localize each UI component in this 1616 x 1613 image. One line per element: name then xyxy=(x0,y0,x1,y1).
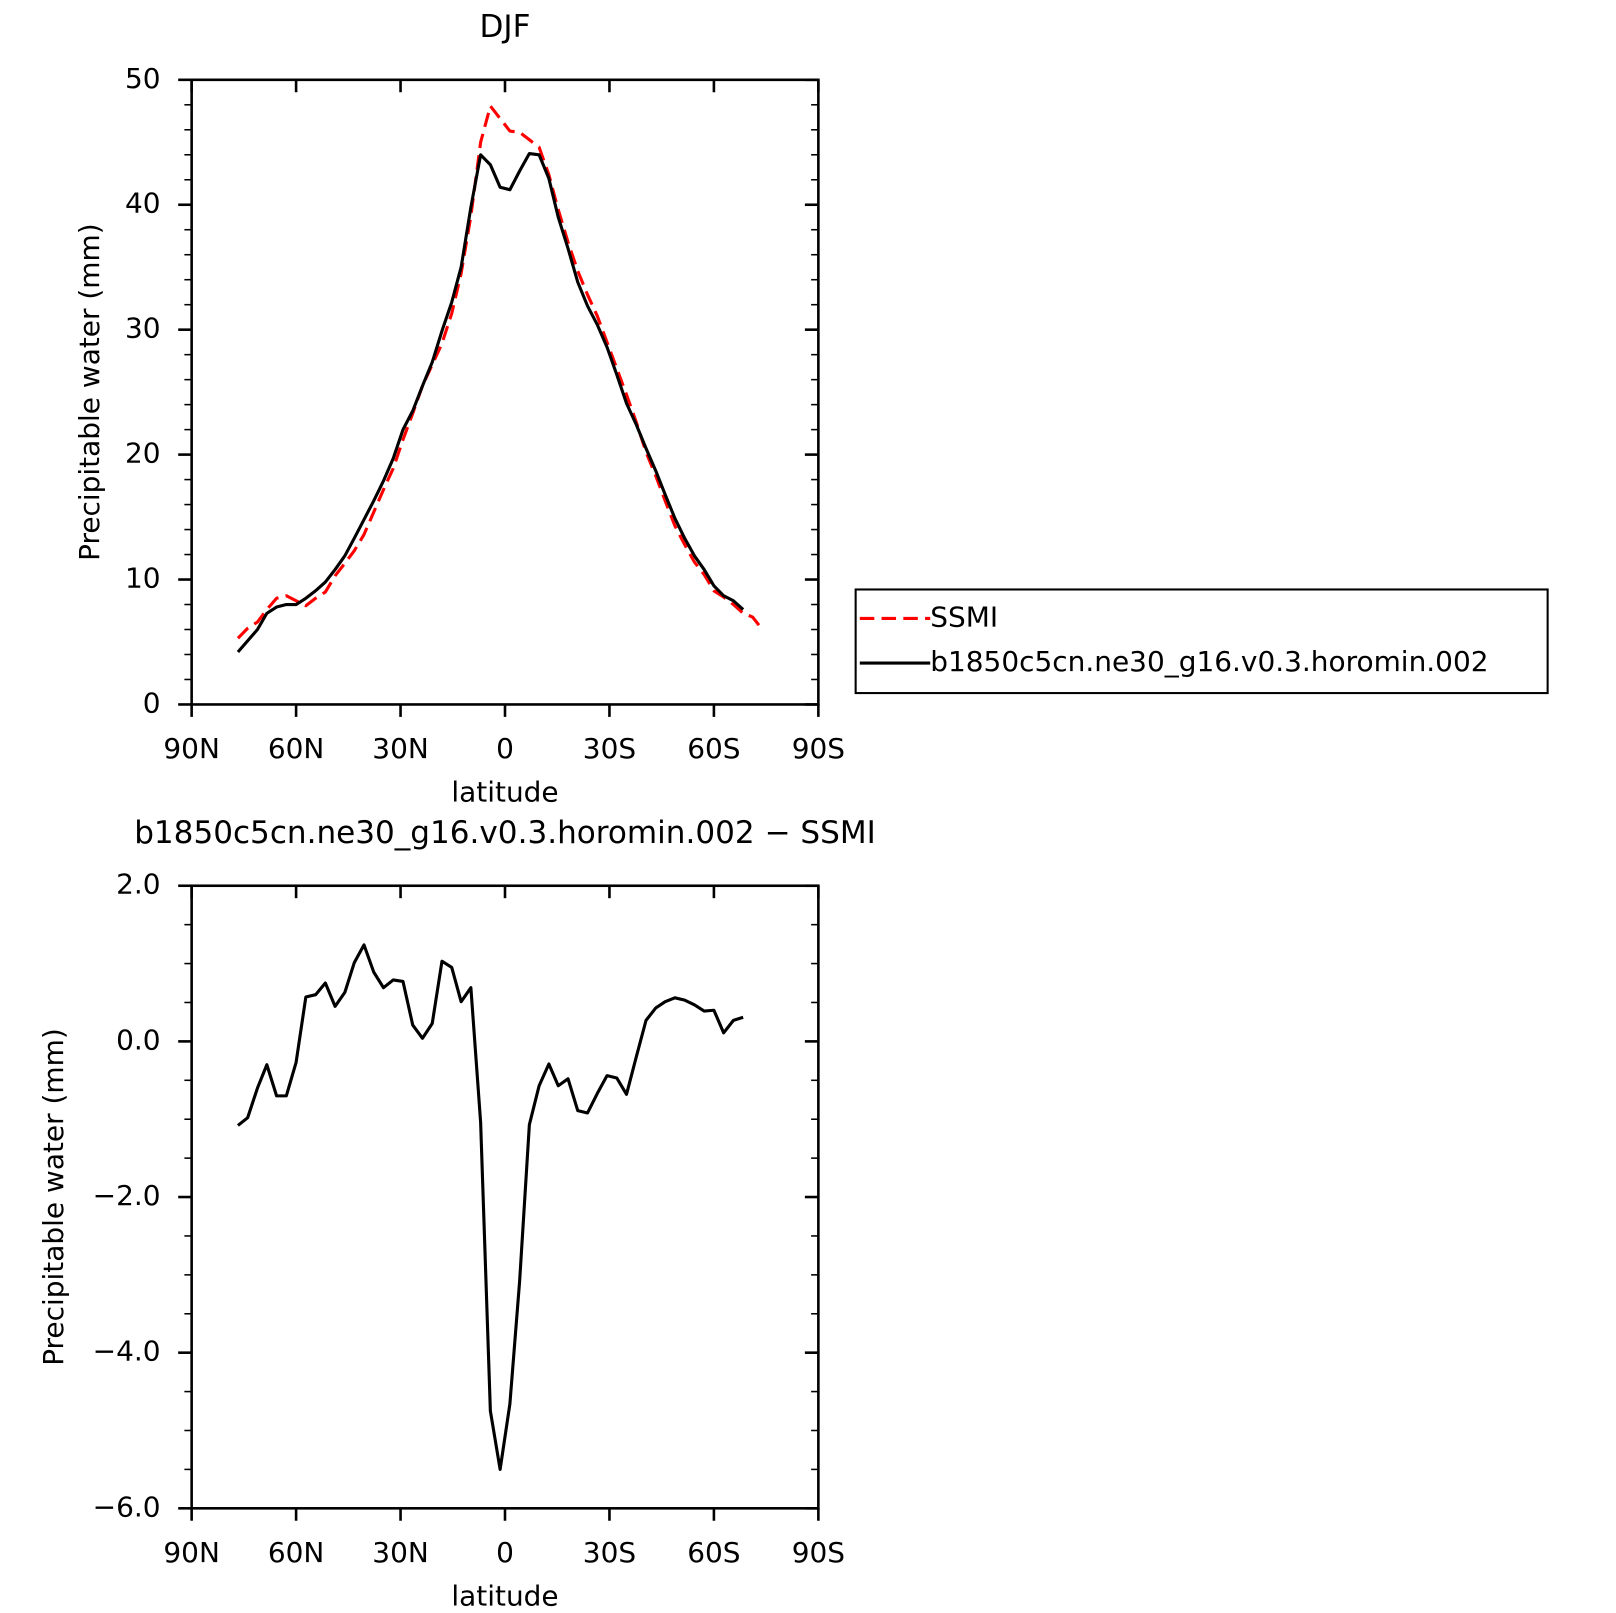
y-tick-label: 0 xyxy=(143,686,161,719)
chart-title: b1850c5cn.ne30_g16.v0.3.horomin.002 − SS… xyxy=(134,815,876,851)
x-tick-label: 30N xyxy=(372,732,428,765)
x-tick-label: 30S xyxy=(583,732,636,765)
plot-frame xyxy=(190,884,820,1510)
y-tick-label: 40 xyxy=(125,187,161,220)
x-tick-label: 0 xyxy=(496,732,514,765)
x-tick-label: 30N xyxy=(372,1536,428,1569)
y-tick-label: 0.0 xyxy=(116,1023,160,1056)
data-line xyxy=(236,151,745,654)
legend-label: SSMI xyxy=(930,600,998,633)
x-tick-label: 60N xyxy=(268,1536,324,1569)
y-tick-label: 10 xyxy=(125,562,161,595)
x-tick-label: 0 xyxy=(496,1536,514,1569)
y-tick-label: 20 xyxy=(125,437,161,470)
x-tick-label: 90N xyxy=(163,732,219,765)
x-tick-label: 90S xyxy=(792,732,845,765)
y-tick-label: 30 xyxy=(125,312,161,345)
y-tick-label: 50 xyxy=(125,62,161,95)
x-axis-label: latitude xyxy=(451,1579,558,1612)
legend-box xyxy=(854,588,1549,695)
plot-frame xyxy=(190,78,820,706)
y-tick-label: −6.0 xyxy=(93,1490,161,1523)
x-tick-label: 90N xyxy=(163,1536,219,1569)
x-axis-label: latitude xyxy=(451,776,558,809)
y-tick-label: −2.0 xyxy=(93,1179,161,1212)
data-line xyxy=(236,104,764,640)
x-tick-label: 60N xyxy=(268,732,324,765)
x-tick-label: 90S xyxy=(792,1536,845,1569)
chart-title: DJF xyxy=(480,9,531,45)
y-axis-label: Precipitable water (mm) xyxy=(73,223,106,561)
data-line xyxy=(236,943,744,1471)
x-tick-label: 30S xyxy=(583,1536,636,1569)
y-axis-label: Precipitable water (mm) xyxy=(37,1028,70,1366)
y-tick-label: −4.0 xyxy=(93,1335,161,1368)
x-tick-label: 60S xyxy=(687,732,740,765)
x-tick-label: 60S xyxy=(687,1536,740,1569)
legend-label: b1850c5cn.ne30_g16.v0.3.horomin.002 xyxy=(930,645,1488,678)
y-tick-label: 2.0 xyxy=(116,868,160,901)
